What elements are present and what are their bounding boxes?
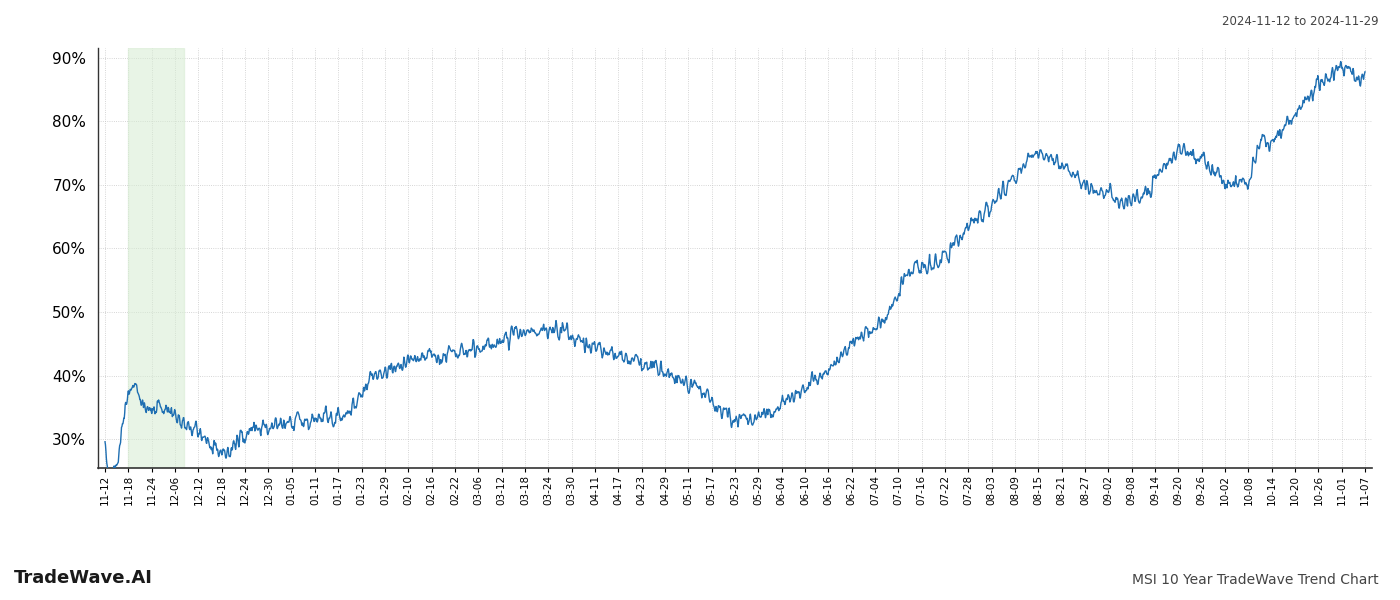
Text: TradeWave.AI: TradeWave.AI [14,569,153,587]
Bar [129,48,185,468]
Text: MSI 10 Year TradeWave Trend Chart: MSI 10 Year TradeWave Trend Chart [1133,573,1379,587]
Text: 2024-11-12 to 2024-11-29: 2024-11-12 to 2024-11-29 [1222,15,1379,28]
